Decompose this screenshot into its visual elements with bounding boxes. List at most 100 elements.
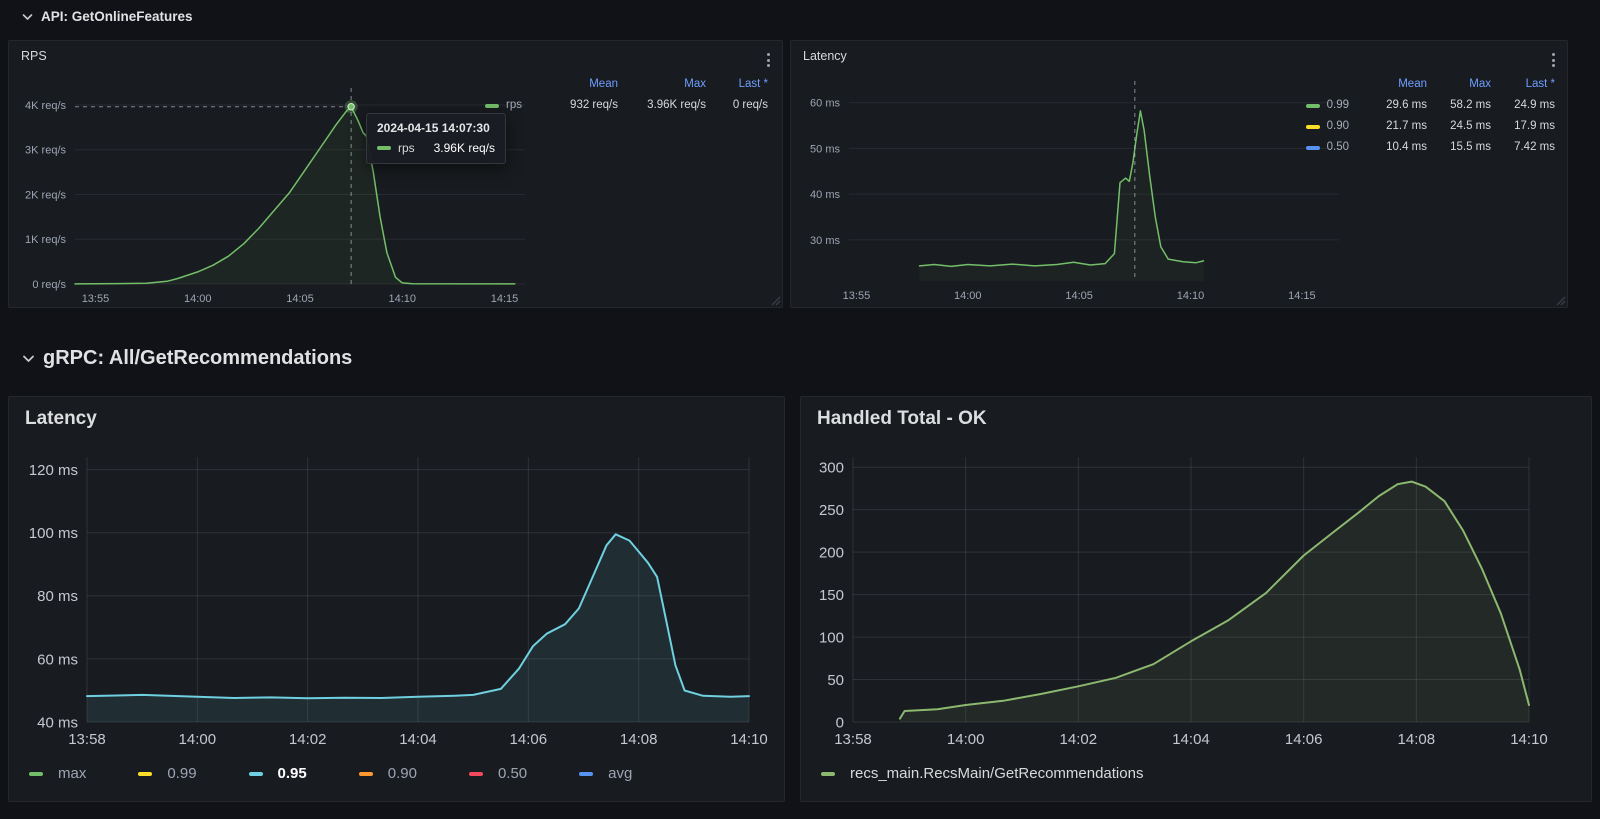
svg-text:120 ms: 120 ms xyxy=(29,462,78,479)
legend-item-p95[interactable]: 0.95 xyxy=(248,765,307,782)
series-color-dash xyxy=(1305,103,1320,108)
rps-chart[interactable]: 0 req/s 1K req/s 2K req/s 3K req/s 4K req/s 1… xyxy=(9,41,782,307)
svg-text:200: 200 xyxy=(819,545,844,562)
legend-item-p90[interactable]: 0.90 xyxy=(358,765,417,782)
svg-text:2K req/s: 2K req/s xyxy=(25,189,66,201)
svg-text:0: 0 xyxy=(836,714,844,731)
legend-header-last[interactable]: Last * xyxy=(738,78,768,90)
legend-max-value: 3.96K req/s xyxy=(647,99,706,111)
legend-last-value: 7.42 ms xyxy=(1514,141,1555,153)
svg-text:0 req/s: 0 req/s xyxy=(32,279,66,291)
legend-item-p50[interactable]: 0.50 xyxy=(468,765,527,782)
legend-item-p99[interactable]: 0.99 xyxy=(138,765,197,782)
series-color-dash xyxy=(29,771,43,776)
svg-text:14:00: 14:00 xyxy=(947,731,985,748)
row-header-grpc[interactable]: gRPC: All/GetRecommendations xyxy=(22,347,352,370)
svg-text:100: 100 xyxy=(819,629,844,646)
legend-item-recs-main[interactable]: recs_main.RecsMain/GetRecommendations xyxy=(821,765,1143,782)
legend-max-value: 58.2 ms xyxy=(1450,99,1491,111)
series-color-dash xyxy=(358,771,373,776)
series-color-dash xyxy=(1305,145,1320,150)
legend-header-last[interactable]: Last * xyxy=(1525,78,1555,90)
panel-handled-total: 0 50 100 150 200 250 300 13:58 14:00 14:02 14:04 14… xyxy=(800,396,1592,802)
panel-title[interactable]: Latency xyxy=(803,49,847,63)
panel-title[interactable]: RPS xyxy=(21,49,47,63)
panel-api-latency: 30 ms 40 ms 50 ms 60 ms 13:55 14:00 14:05 14:10… xyxy=(790,40,1568,308)
svg-text:13:58: 13:58 xyxy=(834,731,872,748)
svg-text:14:15: 14:15 xyxy=(1288,290,1316,302)
svg-text:14:10: 14:10 xyxy=(730,731,768,748)
series-color-dash xyxy=(1305,124,1320,129)
svg-text:50 ms: 50 ms xyxy=(810,143,840,155)
svg-text:14:02: 14:02 xyxy=(1060,731,1098,748)
legend-header-mean[interactable]: Mean xyxy=(589,78,618,90)
row-title: gRPC: All/GetRecommendations xyxy=(43,347,353,369)
svg-text:250: 250 xyxy=(819,502,844,519)
legend-header-mean[interactable]: Mean xyxy=(1398,78,1427,90)
svg-text:14:05: 14:05 xyxy=(286,293,314,305)
latency-legend: Mean Max Last * 0.99 29.6 ms 58.2 ms 24.… xyxy=(1305,74,1555,158)
svg-text:60 ms: 60 ms xyxy=(37,651,78,668)
svg-text:14:04: 14:04 xyxy=(1172,731,1210,748)
svg-text:14:08: 14:08 xyxy=(1398,731,1436,748)
svg-text:13:55: 13:55 xyxy=(82,293,110,305)
legend-series-p90[interactable]: 0.90 xyxy=(1305,116,1361,137)
series-color-dash xyxy=(377,146,391,150)
svg-text:13:55: 13:55 xyxy=(843,290,871,302)
handled-total-legend: recs_main.RecsMain/GetRecommendations xyxy=(821,765,1143,782)
legend-series-p50[interactable]: 0.50 xyxy=(1305,137,1361,158)
svg-text:3K req/s: 3K req/s xyxy=(25,145,66,157)
svg-text:1K req/s: 1K req/s xyxy=(25,234,66,246)
legend-header-max[interactable]: Max xyxy=(1469,78,1491,90)
legend-max-value: 24.5 ms xyxy=(1450,120,1491,132)
svg-text:14:06: 14:06 xyxy=(510,731,548,748)
legend-series-rps[interactable]: rps xyxy=(485,95,534,116)
panel-menu-icon[interactable] xyxy=(1549,50,1558,70)
svg-text:14:02: 14:02 xyxy=(289,731,327,748)
row-header-api[interactable]: API: GetOnlineFeatures xyxy=(22,9,193,24)
series-color-dash xyxy=(485,103,500,108)
panel-title[interactable]: Handled Total - OK xyxy=(817,408,987,429)
svg-text:40 ms: 40 ms xyxy=(810,189,840,201)
svg-text:13:58: 13:58 xyxy=(68,731,106,748)
panel-menu-icon[interactable] xyxy=(764,50,773,70)
svg-text:14:00: 14:00 xyxy=(184,293,212,305)
series-color-dash xyxy=(821,771,835,776)
panel-resize-handle[interactable] xyxy=(1554,294,1566,306)
handled-total-chart[interactable]: 0 50 100 150 200 250 300 13:58 14:00 14:02 14:04 14… xyxy=(801,397,1591,801)
tooltip-timestamp: 2024-04-15 14:07:30 xyxy=(377,121,490,135)
chart-tooltip: 2024-04-15 14:07:30 rps 3.96K req/s xyxy=(366,113,506,164)
svg-text:14:00: 14:00 xyxy=(954,290,982,302)
series-color-dash xyxy=(579,771,594,776)
panel-resize-handle[interactable] xyxy=(769,294,781,306)
series-color-dash xyxy=(468,771,483,776)
legend-item-avg[interactable]: avg xyxy=(579,765,632,782)
legend-last-value: 17.9 ms xyxy=(1514,120,1555,132)
svg-text:100 ms: 100 ms xyxy=(29,525,78,542)
legend-series-p99[interactable]: 0.99 xyxy=(1305,95,1361,116)
tooltip-series-name: rps xyxy=(398,141,415,155)
chevron-down-icon xyxy=(22,13,33,21)
panel-title[interactable]: Latency xyxy=(25,408,97,429)
legend-mean-value: 29.6 ms xyxy=(1386,99,1427,111)
svg-text:14:04: 14:04 xyxy=(399,731,437,748)
tooltip-value: 3.96K req/s xyxy=(433,141,495,155)
grpc-latency-chart[interactable]: 40 ms 60 ms 80 ms 100 ms 120 ms 13:58 14:00 14:… xyxy=(9,397,784,801)
svg-text:40 ms: 40 ms xyxy=(37,714,78,731)
svg-text:14:08: 14:08 xyxy=(620,731,658,748)
svg-text:300: 300 xyxy=(819,460,844,477)
panel-rps: 0 req/s 1K req/s 2K req/s 3K req/s 4K req/s 1… xyxy=(8,40,783,308)
series-color-dash xyxy=(248,771,263,776)
legend-item-max[interactable]: max xyxy=(29,765,86,782)
panel-grpc-latency: 40 ms 60 ms 80 ms 100 ms 120 ms 13:58 14:00 14:… xyxy=(8,396,785,802)
api-latency-chart[interactable]: 30 ms 40 ms 50 ms 60 ms 13:55 14:00 14:05 14:10… xyxy=(791,41,1567,307)
svg-text:14:10: 14:10 xyxy=(1510,731,1548,748)
legend-header-max[interactable]: Max xyxy=(684,78,706,90)
svg-text:14:10: 14:10 xyxy=(1177,290,1205,302)
svg-text:14:15: 14:15 xyxy=(491,293,519,305)
legend-last-value: 0 req/s xyxy=(732,99,768,111)
legend-mean-value: 932 req/s xyxy=(570,99,618,111)
svg-text:50: 50 xyxy=(827,672,844,689)
legend-mean-value: 21.7 ms xyxy=(1386,120,1427,132)
